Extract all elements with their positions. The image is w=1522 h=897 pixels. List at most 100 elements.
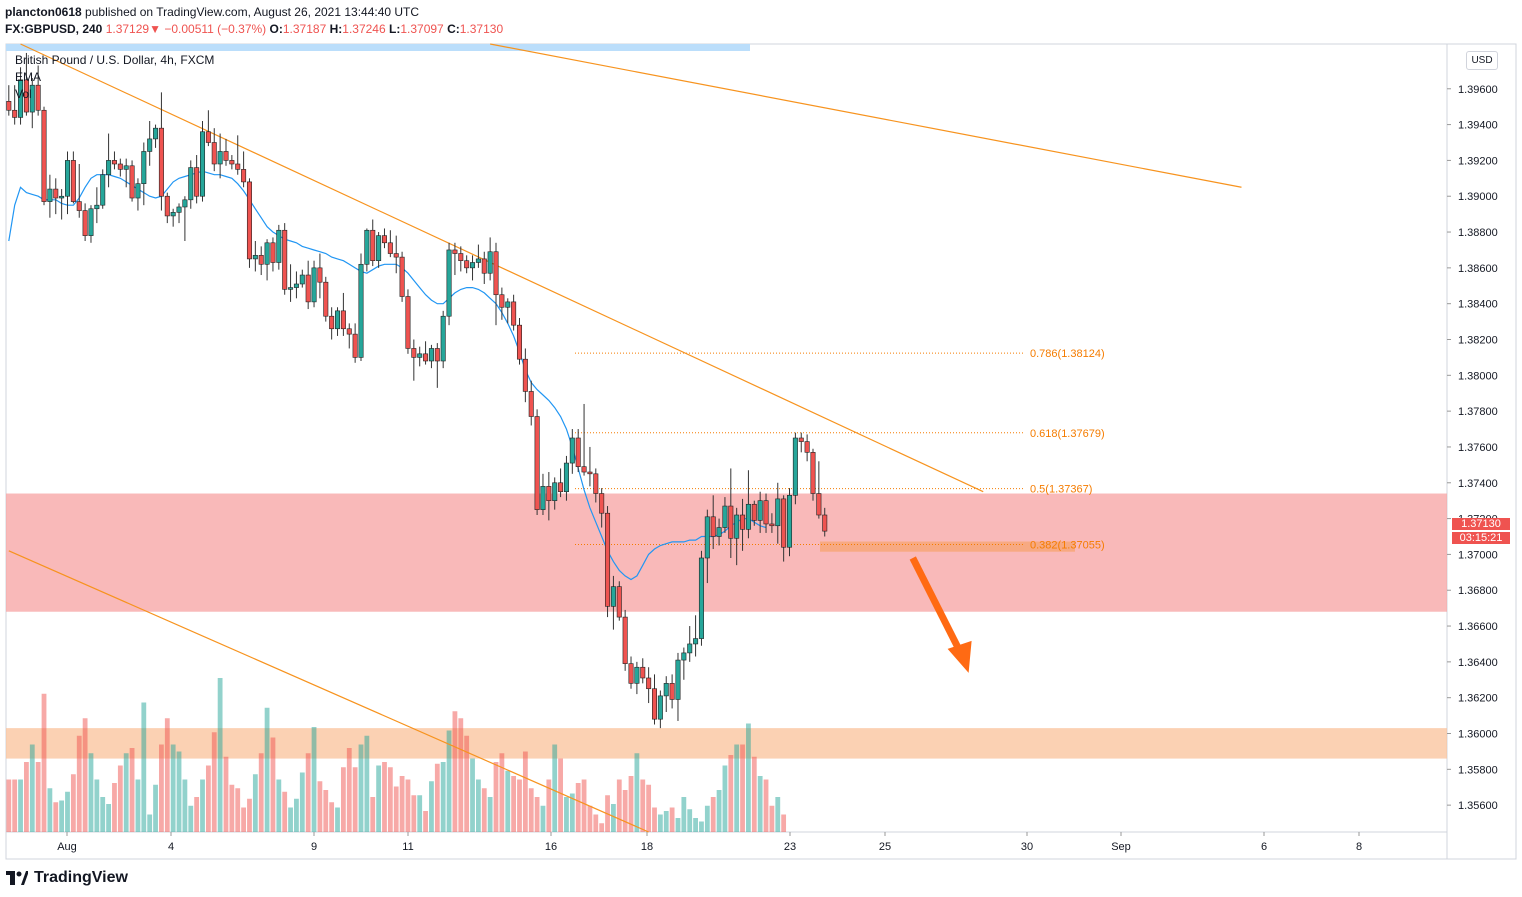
candle-body [816, 493, 822, 516]
candle-body [734, 514, 740, 539]
open-label: O: [269, 22, 283, 36]
x-tick-label: 16 [545, 841, 557, 853]
volume-bar [252, 774, 258, 832]
candle-body [329, 315, 335, 330]
publisher-name[interactable]: plancton0618 [5, 5, 82, 19]
candle-body [381, 235, 387, 244]
publish-info: plancton0618 published on TradingView.co… [5, 5, 419, 19]
y-tick-label: 1.38400 [1458, 299, 1498, 311]
candle-body [728, 505, 734, 539]
volume-bar [382, 762, 387, 832]
volume-bar [100, 797, 106, 832]
volume-bar [517, 779, 522, 832]
x-tick-label: 4 [168, 841, 174, 853]
high-label: H: [329, 22, 343, 36]
volume-bar [329, 802, 335, 832]
candle-body [106, 160, 112, 176]
volume-bar [159, 744, 164, 832]
volume-bar [716, 790, 722, 832]
candle-body [246, 181, 252, 260]
symbol-label[interactable]: FX:GBPUSD, 240 [5, 22, 103, 36]
y-tick-label: 1.39400 [1458, 120, 1498, 132]
y-tick-label: 1.36200 [1458, 693, 1498, 705]
candle-body [675, 659, 681, 700]
candle-body [646, 677, 652, 690]
volume-bar [340, 767, 346, 832]
candle-body [158, 127, 164, 197]
volume-bar [528, 788, 534, 832]
volume-bar [593, 814, 599, 832]
volume-bar [781, 814, 787, 832]
x-tick-label: 8 [1356, 841, 1362, 853]
volume-bar [757, 776, 763, 832]
arrow-shaft [909, 556, 965, 657]
volume-bar [88, 753, 94, 832]
ema-line [8, 170, 767, 581]
volume-bar [481, 788, 487, 832]
volume-bar [6, 779, 12, 832]
candle-body [305, 274, 311, 303]
y-tick-label: 1.37000 [1458, 549, 1498, 561]
y-tick-label: 1.38000 [1458, 370, 1498, 382]
volume-bar [746, 723, 751, 832]
candle-body [428, 348, 434, 362]
volume-bar [505, 770, 511, 832]
candle-body [798, 437, 804, 442]
volume-bar [235, 788, 241, 832]
candle-body [622, 616, 628, 664]
candle-body [792, 437, 798, 496]
volume-bar [552, 744, 558, 832]
volume-bar [452, 711, 458, 832]
candle-body [693, 638, 699, 645]
candle-body [76, 201, 82, 211]
volume-bar [18, 779, 23, 832]
bar-countdown: 03:15:21 [1452, 532, 1510, 544]
candle-body [317, 267, 323, 283]
candle-body [528, 391, 534, 417]
candle-body [323, 281, 329, 317]
candle-body [704, 516, 710, 559]
volume-bar [575, 783, 581, 832]
candle-body [464, 260, 470, 269]
candle-body [41, 109, 47, 202]
candle-body [176, 206, 182, 213]
volume-bar [194, 797, 200, 832]
volume-bar [176, 751, 182, 832]
volume-bar [640, 779, 646, 832]
candle-body [763, 500, 769, 525]
candle-body [740, 514, 746, 530]
fib-label: 0.5(1.37367) [1030, 484, 1092, 496]
arrow-head-icon [947, 640, 972, 673]
volume-bar [29, 744, 35, 832]
currency-button[interactable]: USD [1466, 51, 1498, 70]
tradingview-logo[interactable]: TradingView [6, 869, 128, 887]
trendline [490, 43, 1242, 188]
candle-body [745, 503, 751, 530]
candle-body [540, 486, 546, 510]
legend-title: British Pound / U.S. Dollar, 4h, FXCM [15, 53, 214, 67]
candle-body [775, 498, 781, 527]
volume-bar [669, 807, 675, 832]
candle-body [405, 296, 411, 349]
volume-bar [775, 797, 781, 832]
candle-body [352, 333, 358, 358]
y-tick-label: 1.36800 [1458, 585, 1498, 597]
volume-bar [264, 707, 270, 832]
candle-body [787, 495, 793, 548]
volume-bar [734, 744, 740, 832]
volume-bar [229, 784, 235, 832]
volume-bar [399, 776, 405, 832]
top-highlight-bar [6, 44, 750, 51]
x-tick-label: 18 [641, 841, 653, 853]
volume-bar [12, 779, 18, 832]
volume-bar [511, 776, 517, 832]
close-value: 1.37130 [459, 22, 504, 36]
trendline [20, 43, 984, 493]
candle-body [376, 235, 382, 262]
candle-body [616, 586, 622, 618]
candle-body [23, 79, 29, 113]
volume-bar [376, 765, 382, 832]
volume-bar [769, 805, 775, 832]
high-value: 1.37246 [342, 22, 386, 36]
